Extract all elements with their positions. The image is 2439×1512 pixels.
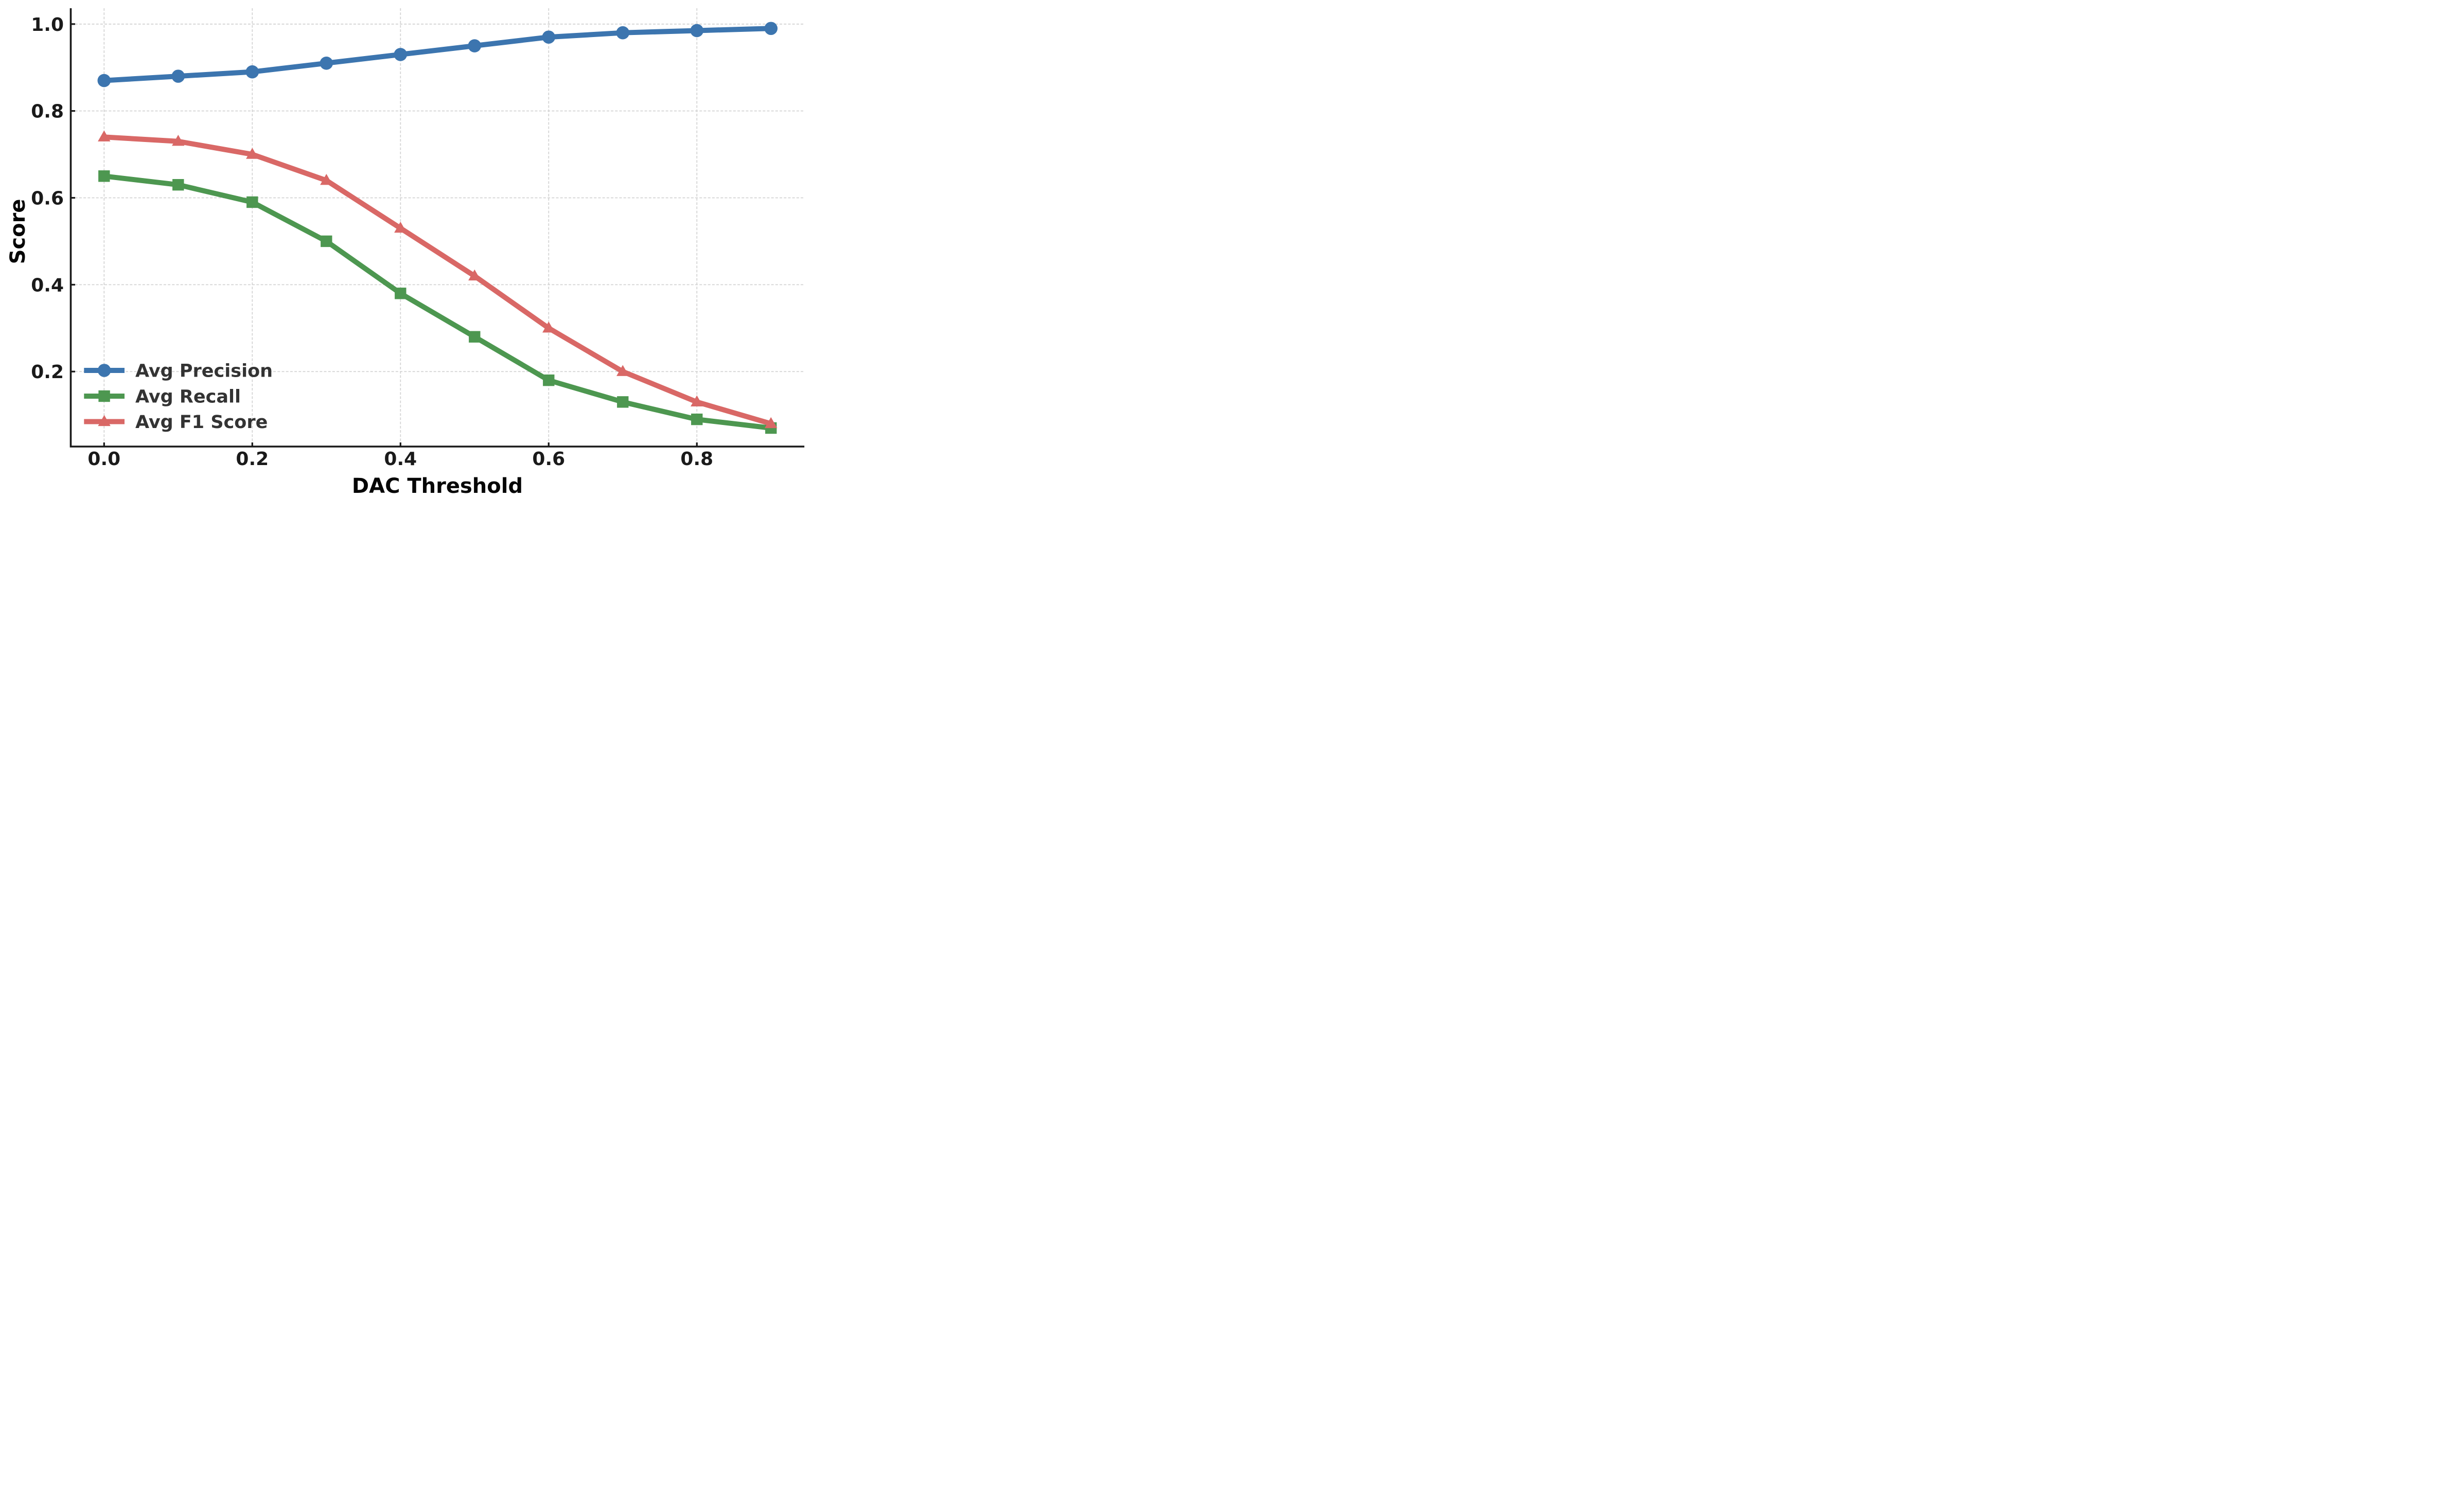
marker-avg-f1-score	[691, 395, 703, 406]
series-line-avg-precision	[101, 26, 774, 83]
legend-label: Avg F1 Score	[135, 412, 268, 433]
y-tick-label: 0.6	[31, 188, 64, 209]
marker-avg-f1-score	[98, 130, 111, 141]
line-chart: 0.0 0.2 0.4 0.6 0.8 0.2 0.4 0.6 0.8 1.0 Avg Preci…	[6, 8, 805, 498]
marker-avg-precision	[542, 30, 556, 44]
legend-label: Avg Recall	[135, 387, 241, 407]
legend-item-avg-precision: Avg Precision	[84, 361, 273, 382]
marker-avg-precision	[245, 65, 259, 79]
marker-avg-f1-score	[468, 269, 481, 281]
marker-avg-recall	[617, 396, 629, 408]
legend-marker-circle-icon	[97, 364, 111, 377]
x-tick-label: 0.4	[384, 449, 417, 470]
marker-avg-precision	[394, 48, 408, 61]
legend: Avg Precision Avg Recall Avg F1 Score	[84, 361, 273, 433]
legend-label: Avg Precision	[135, 361, 273, 382]
marker-avg-precision	[764, 22, 778, 35]
marker-avg-f1-score	[246, 148, 259, 159]
marker-avg-recall	[691, 413, 703, 425]
marker-avg-precision	[171, 69, 185, 83]
y-axis-label: Score	[6, 199, 30, 264]
marker-avg-recall	[321, 235, 332, 247]
legend-item-avg-f1-score: Avg F1 Score	[84, 412, 268, 433]
marker-avg-recall	[395, 288, 406, 299]
axis-spines	[69, 8, 805, 448]
x-tick-label: 0.2	[236, 449, 269, 470]
marker-avg-recall	[246, 196, 258, 208]
marker-avg-f1-score	[320, 173, 333, 185]
marker-avg-recall	[172, 179, 184, 191]
y-tick-label: 0.4	[31, 275, 64, 296]
series-line-avg-recall	[101, 173, 774, 431]
marker-avg-recall	[469, 331, 481, 343]
marker-avg-recall	[543, 374, 555, 386]
marker-avg-precision	[616, 26, 630, 40]
series-avg-precision	[97, 22, 778, 87]
series-group	[97, 22, 778, 434]
legend-marker-triangle-icon	[98, 415, 111, 426]
marker-avg-precision	[468, 39, 482, 52]
marker-avg-f1-score	[765, 417, 777, 429]
x-tick-label: 0.8	[680, 449, 713, 470]
x-tick-label: 0.0	[87, 449, 120, 470]
marker-avg-f1-score	[394, 221, 407, 233]
legend-marker-square-icon	[98, 390, 110, 402]
legend-item-avg-recall: Avg Recall	[84, 387, 241, 407]
y-tick-label: 1.0	[31, 14, 64, 35]
x-axis-label: DAC Threshold	[352, 474, 523, 498]
chart-figure: 0.0 0.2 0.4 0.6 0.8 0.2 0.4 0.6 0.8 1.0 Avg Preci…	[0, 0, 813, 504]
marker-avg-f1-score	[172, 134, 185, 146]
x-tick-label: 0.6	[532, 449, 565, 470]
marker-avg-f1-score	[542, 322, 555, 333]
marker-avg-precision	[97, 74, 111, 87]
series-avg-f1-score	[98, 130, 777, 429]
series-line-avg-f1-score	[101, 134, 774, 426]
y-tick-label: 0.8	[31, 101, 64, 122]
marker-avg-precision	[320, 56, 333, 70]
series-avg-recall	[98, 170, 777, 434]
marker-avg-recall	[98, 170, 110, 182]
marker-avg-precision	[690, 24, 704, 38]
axes: 0.0 0.2 0.4 0.6 0.8 0.2 0.4 0.6 0.8 1.0	[31, 8, 805, 470]
marker-avg-f1-score	[616, 365, 629, 376]
y-tick-label: 0.2	[31, 362, 64, 383]
